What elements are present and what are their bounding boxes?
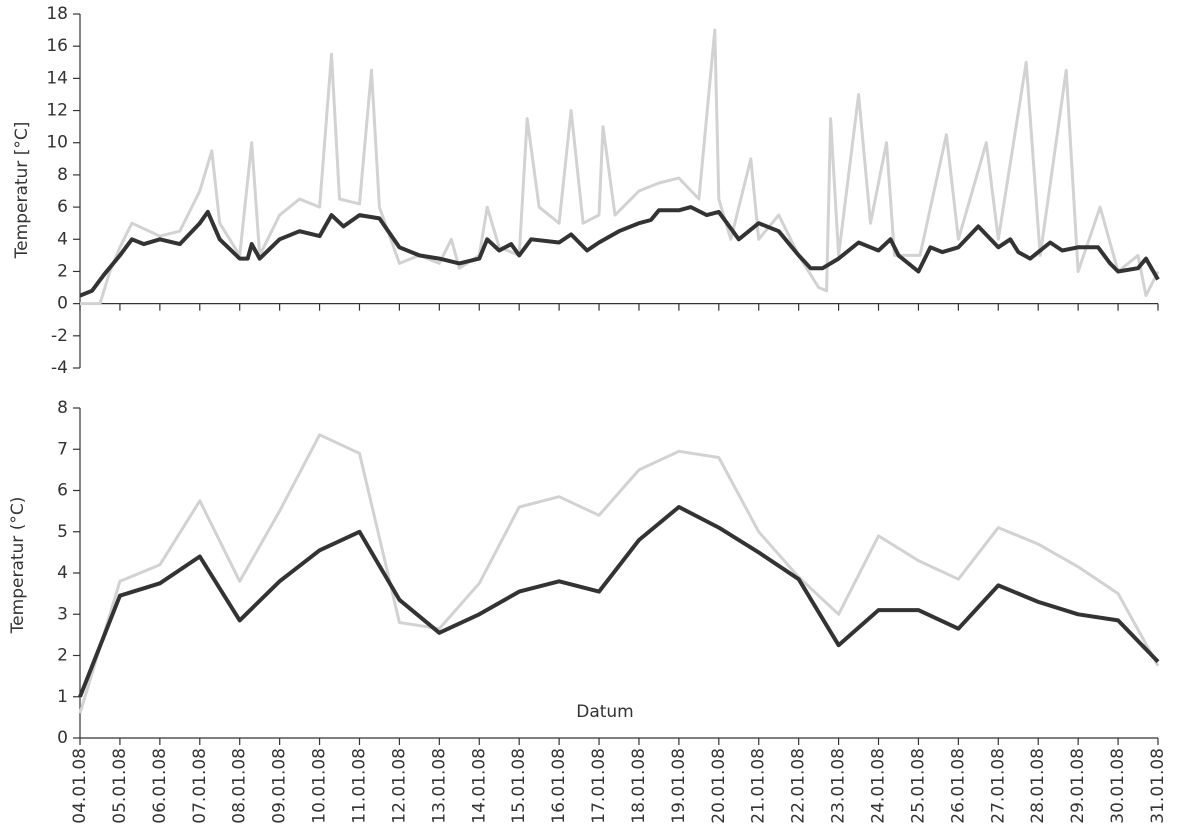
line-series [78,505,1160,698]
y-axis-label: Temperatur (°C) [8,497,28,635]
y-tick-label: 16 [46,36,68,56]
y-tick-label: 1 [57,687,68,707]
y-tick-label: 10 [46,133,68,153]
y-tick-label: 5 [57,522,68,542]
x-tick-label: 15.01.08 [509,748,529,824]
x-tick-label: 07.01.08 [190,748,210,824]
y-tick-label: 4 [57,229,68,249]
y-tick-label: 18 [46,4,68,24]
line-series [78,433,1160,714]
y-axis-label: Temperatur [°C] [12,122,32,260]
y-tick-label: 0 [57,294,68,314]
x-tick-label: 06.01.08 [150,748,170,824]
y-tick-label: 12 [46,101,68,121]
x-tick-label: 23.01.08 [829,748,849,824]
line-series [79,205,1160,298]
line-series [80,28,1160,306]
y-tick-label: 4 [57,563,68,583]
x-tick-label: 16.01.08 [549,748,569,824]
y-tick-label: 2 [57,646,68,666]
y-tick-label: 14 [46,68,68,88]
y-tick-label: 0 [57,728,68,748]
y-tick-label: 6 [57,481,68,501]
x-axis-label: Datum [576,702,634,722]
y-tick-label: -4 [51,358,68,378]
x-tick-label: 26.01.08 [948,748,968,824]
y-tick-label: 8 [57,165,68,185]
x-tick-label: 12.01.08 [389,748,409,824]
x-tick-label: 10.01.08 [310,748,330,824]
x-tick-label: 19.01.08 [669,748,689,824]
y-tick-label: 3 [57,604,68,624]
x-tick-label: 20.01.08 [709,748,729,824]
x-tick-label: 25.01.08 [908,748,928,824]
x-tick-label: 31.01.08 [1148,748,1168,824]
x-tick-label: 22.01.08 [789,748,809,824]
x-tick-label: 21.01.08 [749,748,769,824]
x-tick-label: 29.01.08 [1068,748,1088,824]
x-tick-label: 11.01.08 [349,748,369,824]
y-tick-label: 6 [57,197,68,217]
x-tick-label: 24.01.08 [869,748,889,824]
y-tick-label: 8 [57,398,68,418]
x-tick-label: 27.01.08 [988,748,1008,824]
x-tick-label: 09.01.08 [270,748,290,824]
x-tick-label: 13.01.08 [429,748,449,824]
x-tick-label: 18.01.08 [629,748,649,824]
x-tick-label: 04.01.08 [70,748,90,824]
y-tick-label: -2 [51,326,68,346]
y-tick-label: 2 [57,261,68,281]
x-tick-label: 28.01.08 [1028,748,1048,824]
x-tick-label: 30.01.08 [1108,748,1128,824]
x-tick-label: 17.01.08 [589,748,609,824]
x-tick-label: 14.01.08 [469,748,489,824]
x-tick-label: 08.01.08 [230,748,250,824]
x-tick-label: 05.01.08 [110,748,130,824]
y-tick-label: 7 [57,439,68,459]
